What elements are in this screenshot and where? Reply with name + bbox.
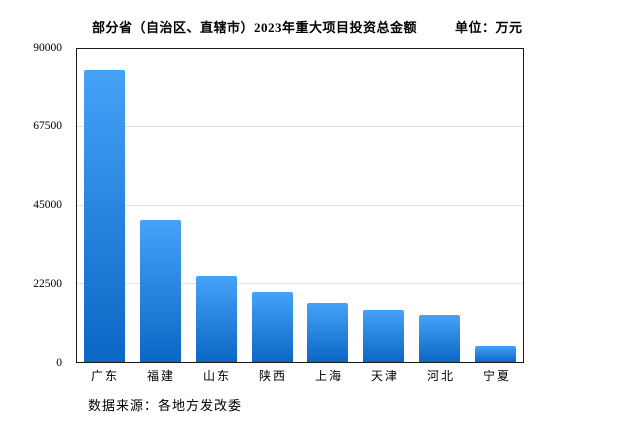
bar-slot [412, 49, 468, 362]
gridline [77, 204, 523, 206]
x-tick-label: 宁夏 [482, 369, 511, 383]
bar-slot [244, 49, 300, 362]
bar-广东 [84, 69, 126, 362]
data-source-note: 数据来源：各地方发改委 [88, 398, 243, 413]
bar-slot [189, 49, 245, 362]
y-tick-label: 45000 [33, 198, 62, 211]
x-tick-label: 广东 [90, 369, 119, 383]
gridline [77, 126, 523, 128]
x-tick-label: 河北 [426, 369, 455, 383]
plot-area [76, 48, 524, 363]
bar-slot [133, 49, 189, 362]
x-tick-label: 天津 [370, 369, 399, 383]
y-axis: 0 22500 45000 67500 90000 [0, 42, 62, 368]
bar-陕西 [251, 292, 293, 362]
x-axis: 广东 福建 山东 陕西 上海 天津 河北 宁夏 [76, 367, 524, 384]
gridline [77, 282, 523, 284]
bar-series [77, 49, 523, 362]
bar-福建 [140, 220, 182, 362]
chart-title: 部分省（自治区、直辖市）2023年重大项目投资总金额 [92, 20, 418, 35]
bar-slot [300, 49, 356, 362]
bar-slot [356, 49, 412, 362]
bar-上海 [307, 302, 349, 362]
unit-label: 单位：万元 [455, 20, 523, 35]
bar-天津 [363, 309, 405, 362]
x-tick-label: 陕西 [258, 369, 287, 383]
bar-宁夏 [474, 346, 516, 362]
y-tick-label: 90000 [33, 41, 62, 54]
bar-河北 [418, 315, 460, 362]
bar-山东 [195, 275, 237, 362]
y-tick-label: 0 [56, 356, 62, 369]
x-tick-label: 山东 [202, 369, 231, 383]
x-tick-label: 上海 [314, 369, 343, 383]
y-tick-label: 67500 [33, 120, 62, 132]
bar-slot [77, 49, 133, 362]
y-tick-label: 22500 [33, 277, 62, 290]
x-tick-label: 福建 [146, 369, 175, 383]
bar-slot [467, 49, 523, 362]
